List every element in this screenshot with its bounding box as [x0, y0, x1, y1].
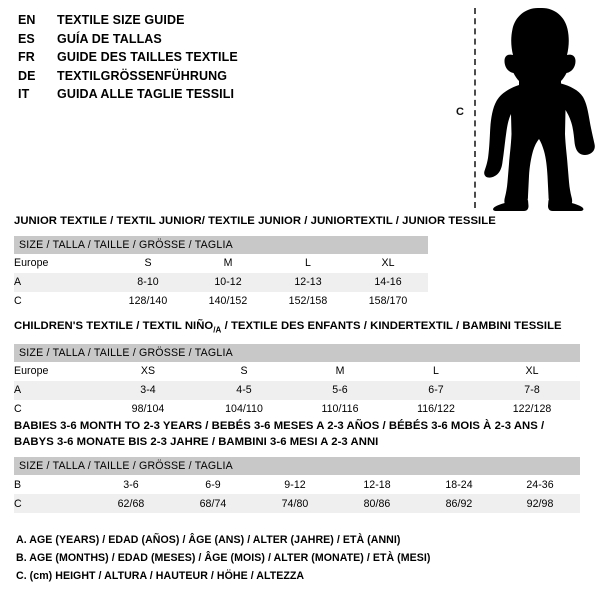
- language-code: FR: [18, 50, 35, 65]
- cell: M: [223, 257, 233, 269]
- legend-line-b: B. AGE (MONTHS) / EDAD (MESES) / ÂGE (MO…: [16, 552, 431, 564]
- cell: 6-7: [388, 380, 484, 400]
- cell: 6-9: [205, 478, 221, 491]
- cell: 92/98: [500, 494, 581, 513]
- cell: S: [144, 257, 152, 269]
- cell: 152/158: [288, 295, 328, 307]
- table-row: A 3-4 4-5 5-6 6-7 7-8: [14, 380, 581, 400]
- cell: 8-10: [108, 272, 188, 292]
- table-header-row: SIZE / TALLA / TAILLE / GRÖSSE / TAGLIA: [14, 235, 429, 254]
- cell: 140/152: [208, 295, 248, 307]
- cell: 9-12: [284, 478, 306, 491]
- cell: 86/92: [418, 494, 500, 513]
- row-label: Europe: [14, 365, 49, 378]
- cell: 7-8: [484, 380, 581, 400]
- legend-block: A. AGE (YEARS) / EDAD (AÑOS) / ÂGE (ANS)…: [16, 531, 430, 585]
- cell: L: [433, 365, 439, 378]
- section-childrens: CHILDREN'S TEXTILE / TEXTIL NIÑO/A / TEX…: [14, 319, 581, 419]
- table-row: B 3-6 6-9 9-12 12-18 18-24 24-36: [14, 475, 580, 494]
- language-row-en: EN TEXTILE SIZE GUIDE: [18, 13, 238, 32]
- language-code: DE: [18, 68, 36, 83]
- cell: S: [240, 365, 248, 378]
- cell: 74/80: [254, 494, 336, 513]
- language-row-de: DE TEXTILGRÖSSENFÜHRUNG: [18, 69, 238, 88]
- table-row: C 98/104 104/110 110/116 116/122 122/128: [14, 400, 580, 419]
- table-childrens: SIZE / TALLA / TAILLE / GRÖSSE / TAGLIA …: [14, 343, 581, 419]
- row-label: Europe: [14, 257, 49, 269]
- title-part-sub: /A: [213, 325, 222, 335]
- section-junior: JUNIOR TEXTILE / TEXTIL JUNIOR/ TEXTILE …: [14, 214, 496, 311]
- cell: 4-5: [196, 380, 292, 400]
- cell: 128/140: [128, 295, 168, 307]
- language-row-fr: FR GUIDE DES TAILLES TEXTILE: [18, 50, 238, 69]
- section-title-childrens: CHILDREN'S TEXTILE / TEXTIL NIÑO/A / TEX…: [14, 319, 580, 338]
- cell: 80/86: [336, 494, 418, 513]
- cell: 12-13: [268, 272, 348, 292]
- title-part-post: / TEXTILE DES ENFANTS / KINDERTEXTIL / B…: [221, 320, 562, 332]
- table-junior: SIZE / TALLA / TAILLE / GRÖSSE / TAGLIA …: [14, 235, 429, 311]
- table-row: C 62/68 68/74 74/80 80/86 86/92 92/98: [14, 494, 581, 513]
- table-row: A 8-10 10-12 12-13 14-16: [14, 272, 429, 292]
- height-measurement-figure: C: [440, 2, 600, 214]
- table-row: C 128/140 140/152 152/158 158/170: [14, 292, 428, 311]
- size-header-label: SIZE / TALLA / TAILLE / GRÖSSE / TAGLIA: [14, 235, 429, 254]
- cell: 158/170: [368, 295, 408, 307]
- table-row: Europe XS S M L XL: [14, 362, 580, 381]
- legend-line-c: C. (cm) HEIGHT / ALTURA / HAUTEUR / HÖHE…: [16, 570, 305, 582]
- title-part-pre: CHILDREN'S TEXTILE / TEXTIL NIÑO: [14, 320, 214, 332]
- cell: M: [335, 365, 345, 378]
- section-babies: BABIES 3-6 MONTH TO 2-3 YEARS / BEBÉS 3-…: [14, 419, 581, 513]
- cell: XS: [140, 365, 156, 378]
- cell: 14-16: [348, 272, 429, 292]
- section-title-junior: JUNIOR TEXTILE / TEXTIL JUNIOR/ TEXTILE …: [14, 215, 496, 227]
- cell: 12-18: [363, 478, 391, 491]
- table-babies: SIZE / TALLA / TAILLE / GRÖSSE / TAGLIA …: [14, 457, 581, 513]
- table-row: Europe S M L XL: [14, 254, 428, 273]
- cell: 98/104: [131, 403, 165, 416]
- section-title-babies-line2: BABYS 3-6 MONATE BIS 2-3 JAHRE / BAMBINI…: [14, 435, 379, 448]
- height-measure-label: C: [456, 106, 464, 118]
- row-label: B: [14, 478, 22, 491]
- height-dashed-line: [474, 8, 476, 208]
- row-label: C: [14, 403, 22, 416]
- cell: 18-24: [445, 478, 473, 491]
- section-title-babies-line1: BABIES 3-6 MONTH TO 2-3 YEARS / BEBÉS 3-…: [14, 420, 545, 432]
- row-label: A: [14, 380, 100, 400]
- cell: 122/128: [512, 403, 552, 416]
- language-title: GUIDA ALLE TAGLIE TESSILI: [57, 87, 235, 102]
- language-title: TEXTILE SIZE GUIDE: [57, 13, 185, 27]
- language-title: TEXTILGRÖSSENFÜHRUNG: [57, 68, 228, 83]
- cell: 3-6: [123, 478, 139, 491]
- language-row-es: ES GUÍA DE TALLAS: [18, 32, 238, 51]
- language-code: ES: [18, 31, 35, 46]
- cell: 110/116: [321, 403, 359, 416]
- cell: 116/122: [417, 403, 455, 416]
- row-label: A: [14, 272, 108, 292]
- language-title: GUÍA DE TALLAS: [57, 31, 162, 46]
- cell: 3-4: [100, 380, 196, 400]
- row-label: C: [14, 295, 22, 307]
- language-row-it: IT GUIDA ALLE TAGLIE TESSILI: [18, 87, 238, 106]
- size-header-label: SIZE / TALLA / TAILLE / GRÖSSE / TAGLIA: [14, 343, 581, 362]
- language-title-list: EN TEXTILE SIZE GUIDE ES GUÍA DE TALLAS …: [18, 13, 238, 106]
- cell: 62/68: [90, 494, 172, 513]
- cell: XL: [525, 365, 539, 378]
- cell: 104/110: [225, 403, 263, 416]
- table-header-row: SIZE / TALLA / TAILLE / GRÖSSE / TAGLIA: [14, 343, 581, 362]
- cell: 10-12: [188, 272, 268, 292]
- language-code: EN: [18, 13, 36, 27]
- cell: XL: [381, 257, 395, 269]
- cell: 68/74: [172, 494, 254, 513]
- cell: 5-6: [292, 380, 388, 400]
- language-code: IT: [18, 87, 30, 102]
- legend-line-a: A. AGE (YEARS) / EDAD (AÑOS) / ÂGE (ANS)…: [16, 534, 401, 546]
- cell: 24-36: [526, 478, 554, 491]
- cell: L: [305, 257, 311, 269]
- row-label: C: [14, 494, 90, 513]
- size-header-label: SIZE / TALLA / TAILLE / GRÖSSE / TAGLIA: [14, 457, 581, 475]
- table-header-row: SIZE / TALLA / TAILLE / GRÖSSE / TAGLIA: [14, 457, 581, 475]
- toddler-silhouette-icon: [484, 8, 595, 211]
- language-title: GUIDE DES TAILLES TEXTILE: [57, 50, 238, 65]
